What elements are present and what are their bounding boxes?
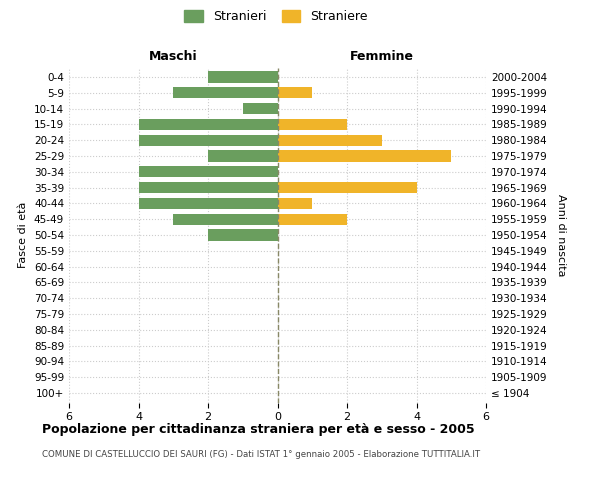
- Bar: [277, 198, 312, 209]
- Bar: [173, 214, 277, 225]
- Bar: [243, 103, 277, 115]
- Bar: [277, 87, 312, 99]
- Bar: [208, 72, 277, 83]
- Bar: [139, 182, 277, 194]
- Y-axis label: Anni di nascita: Anni di nascita: [556, 194, 566, 276]
- Bar: [139, 166, 277, 177]
- Bar: [277, 118, 347, 130]
- Legend: Stranieri, Straniere: Stranieri, Straniere: [181, 6, 371, 27]
- Bar: [173, 87, 277, 99]
- Text: Popolazione per cittadinanza straniera per età e sesso - 2005: Popolazione per cittadinanza straniera p…: [42, 422, 475, 436]
- Bar: [277, 182, 416, 194]
- Bar: [277, 134, 382, 146]
- Bar: [208, 230, 277, 240]
- Bar: [277, 150, 451, 162]
- Bar: [139, 118, 277, 130]
- Bar: [208, 150, 277, 162]
- Bar: [139, 134, 277, 146]
- Y-axis label: Fasce di età: Fasce di età: [19, 202, 28, 268]
- Text: COMUNE DI CASTELLUCCIO DEI SAURI (FG) - Dati ISTAT 1° gennaio 2005 - Elaborazion: COMUNE DI CASTELLUCCIO DEI SAURI (FG) - …: [42, 450, 480, 459]
- Bar: [277, 214, 347, 225]
- Text: Maschi: Maschi: [149, 50, 197, 62]
- Bar: [139, 198, 277, 209]
- Text: Femmine: Femmine: [350, 50, 414, 62]
